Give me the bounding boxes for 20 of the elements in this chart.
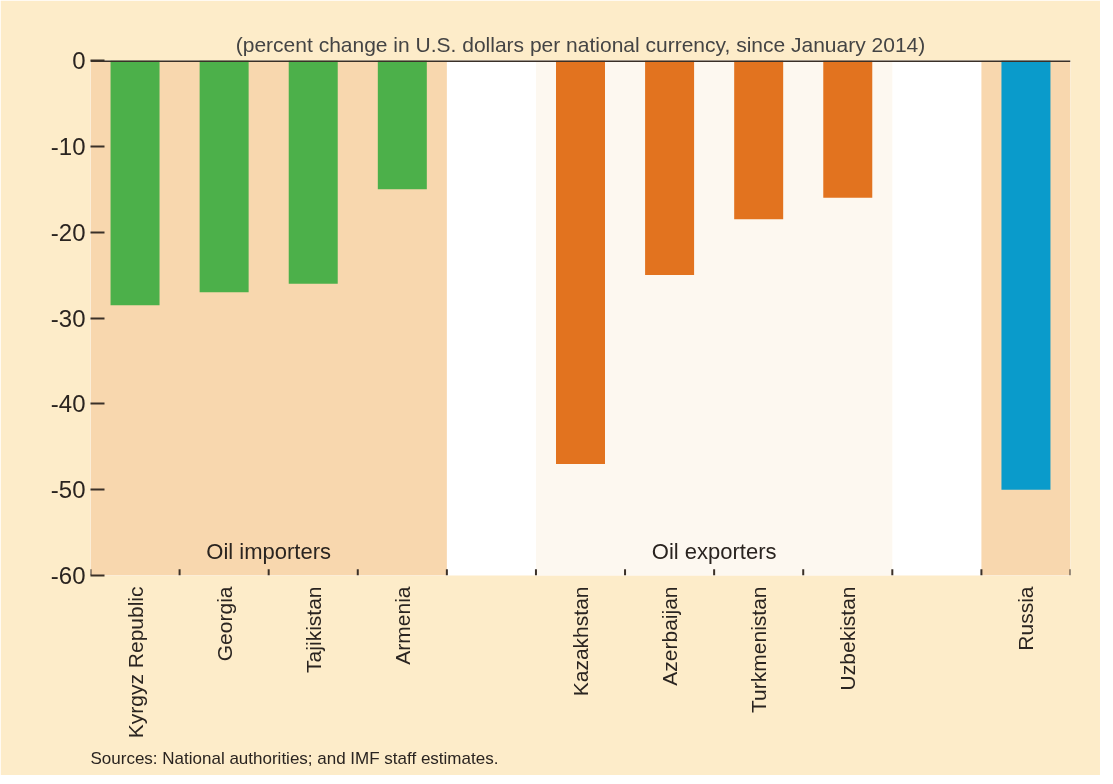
x-tick-label: Turkmenistan bbox=[747, 586, 771, 713]
chart-title: (percent change in U.S. dollars per national currency, since January 2014) bbox=[235, 32, 926, 56]
y-tick-label: -30 bbox=[50, 304, 86, 332]
band-label: Oil exporters bbox=[651, 538, 777, 564]
x-tick-label: Georgia bbox=[212, 586, 236, 662]
y-tick-label: -50 bbox=[50, 476, 86, 504]
y-tick-label: -10 bbox=[50, 132, 86, 160]
x-tick-label: Russia bbox=[1014, 586, 1038, 651]
y-tick-label: -40 bbox=[50, 390, 86, 418]
y-tick-label: 0 bbox=[72, 47, 86, 74]
y-tick-label: -20 bbox=[50, 218, 86, 246]
x-tick-label: Tajikistan bbox=[301, 586, 325, 673]
source-note: Sources: National authorities; and IMF staff estimates. bbox=[90, 748, 499, 768]
y-tick-label: -60 bbox=[50, 562, 86, 589]
band-label: Oil importers bbox=[206, 538, 332, 564]
x-tick-label: Kyrgyz Republic bbox=[123, 586, 147, 739]
x-tick-label: Azerbaijan bbox=[658, 586, 682, 686]
x-tick-label: Kazakhstan bbox=[569, 586, 592, 697]
x-tick-label: Uzbekistan bbox=[836, 586, 860, 691]
x-tick-label: Armenia bbox=[390, 586, 414, 665]
